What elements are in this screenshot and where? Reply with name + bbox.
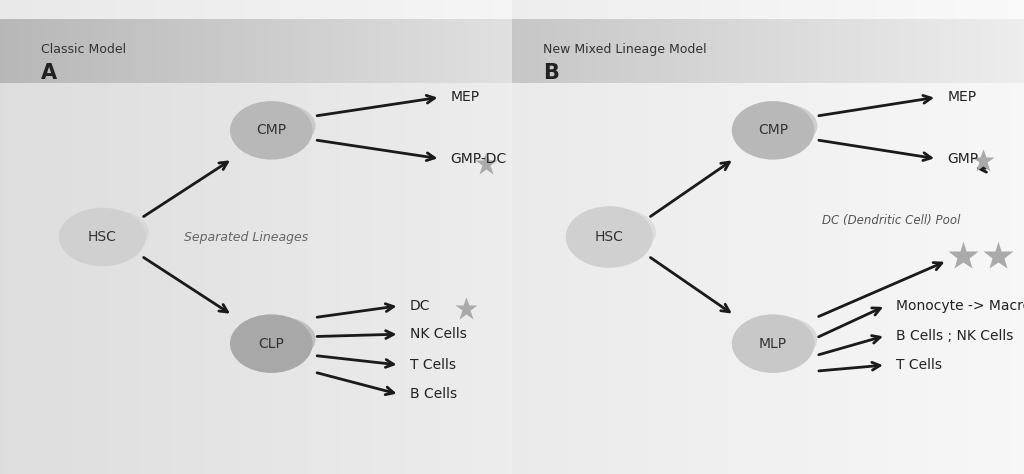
Ellipse shape [744,317,817,362]
Text: Separated Lineages: Separated Lineages [183,230,308,244]
Text: T Cells: T Cells [896,358,942,372]
Text: B Cells ; NK Cells: B Cells ; NK Cells [896,328,1014,343]
Ellipse shape [732,314,814,373]
Text: Classic Model: Classic Model [41,43,126,56]
Text: NK Cells: NK Cells [410,327,467,341]
Ellipse shape [732,101,814,160]
Text: New Mixed Lineage Model: New Mixed Lineage Model [543,43,707,56]
Text: GMP-DC: GMP-DC [451,152,507,166]
Text: MEP: MEP [451,90,479,104]
Text: A: A [41,64,57,83]
Ellipse shape [243,317,315,362]
Text: Monocyte -> Macrophage: Monocyte -> Macrophage [896,299,1024,313]
Text: HSC: HSC [88,230,117,244]
Text: DC (Dendritic Cell) Pool: DC (Dendritic Cell) Pool [821,214,961,227]
Ellipse shape [230,101,312,160]
Ellipse shape [243,103,315,148]
Text: MLP: MLP [759,337,787,351]
Ellipse shape [744,103,817,148]
Ellipse shape [72,210,150,255]
Ellipse shape [59,208,146,266]
Text: DC: DC [410,299,430,313]
Text: B Cells: B Cells [410,387,457,401]
Ellipse shape [580,209,655,256]
Text: T Cells: T Cells [410,358,456,372]
Text: GMP: GMP [947,152,978,166]
Text: B: B [543,64,559,83]
Text: MEP: MEP [947,90,976,104]
Text: CMP: CMP [256,123,287,137]
Text: HSC: HSC [595,230,624,244]
Ellipse shape [230,314,312,373]
Text: CLP: CLP [258,337,285,351]
Ellipse shape [565,206,653,268]
Text: CMP: CMP [758,123,788,137]
